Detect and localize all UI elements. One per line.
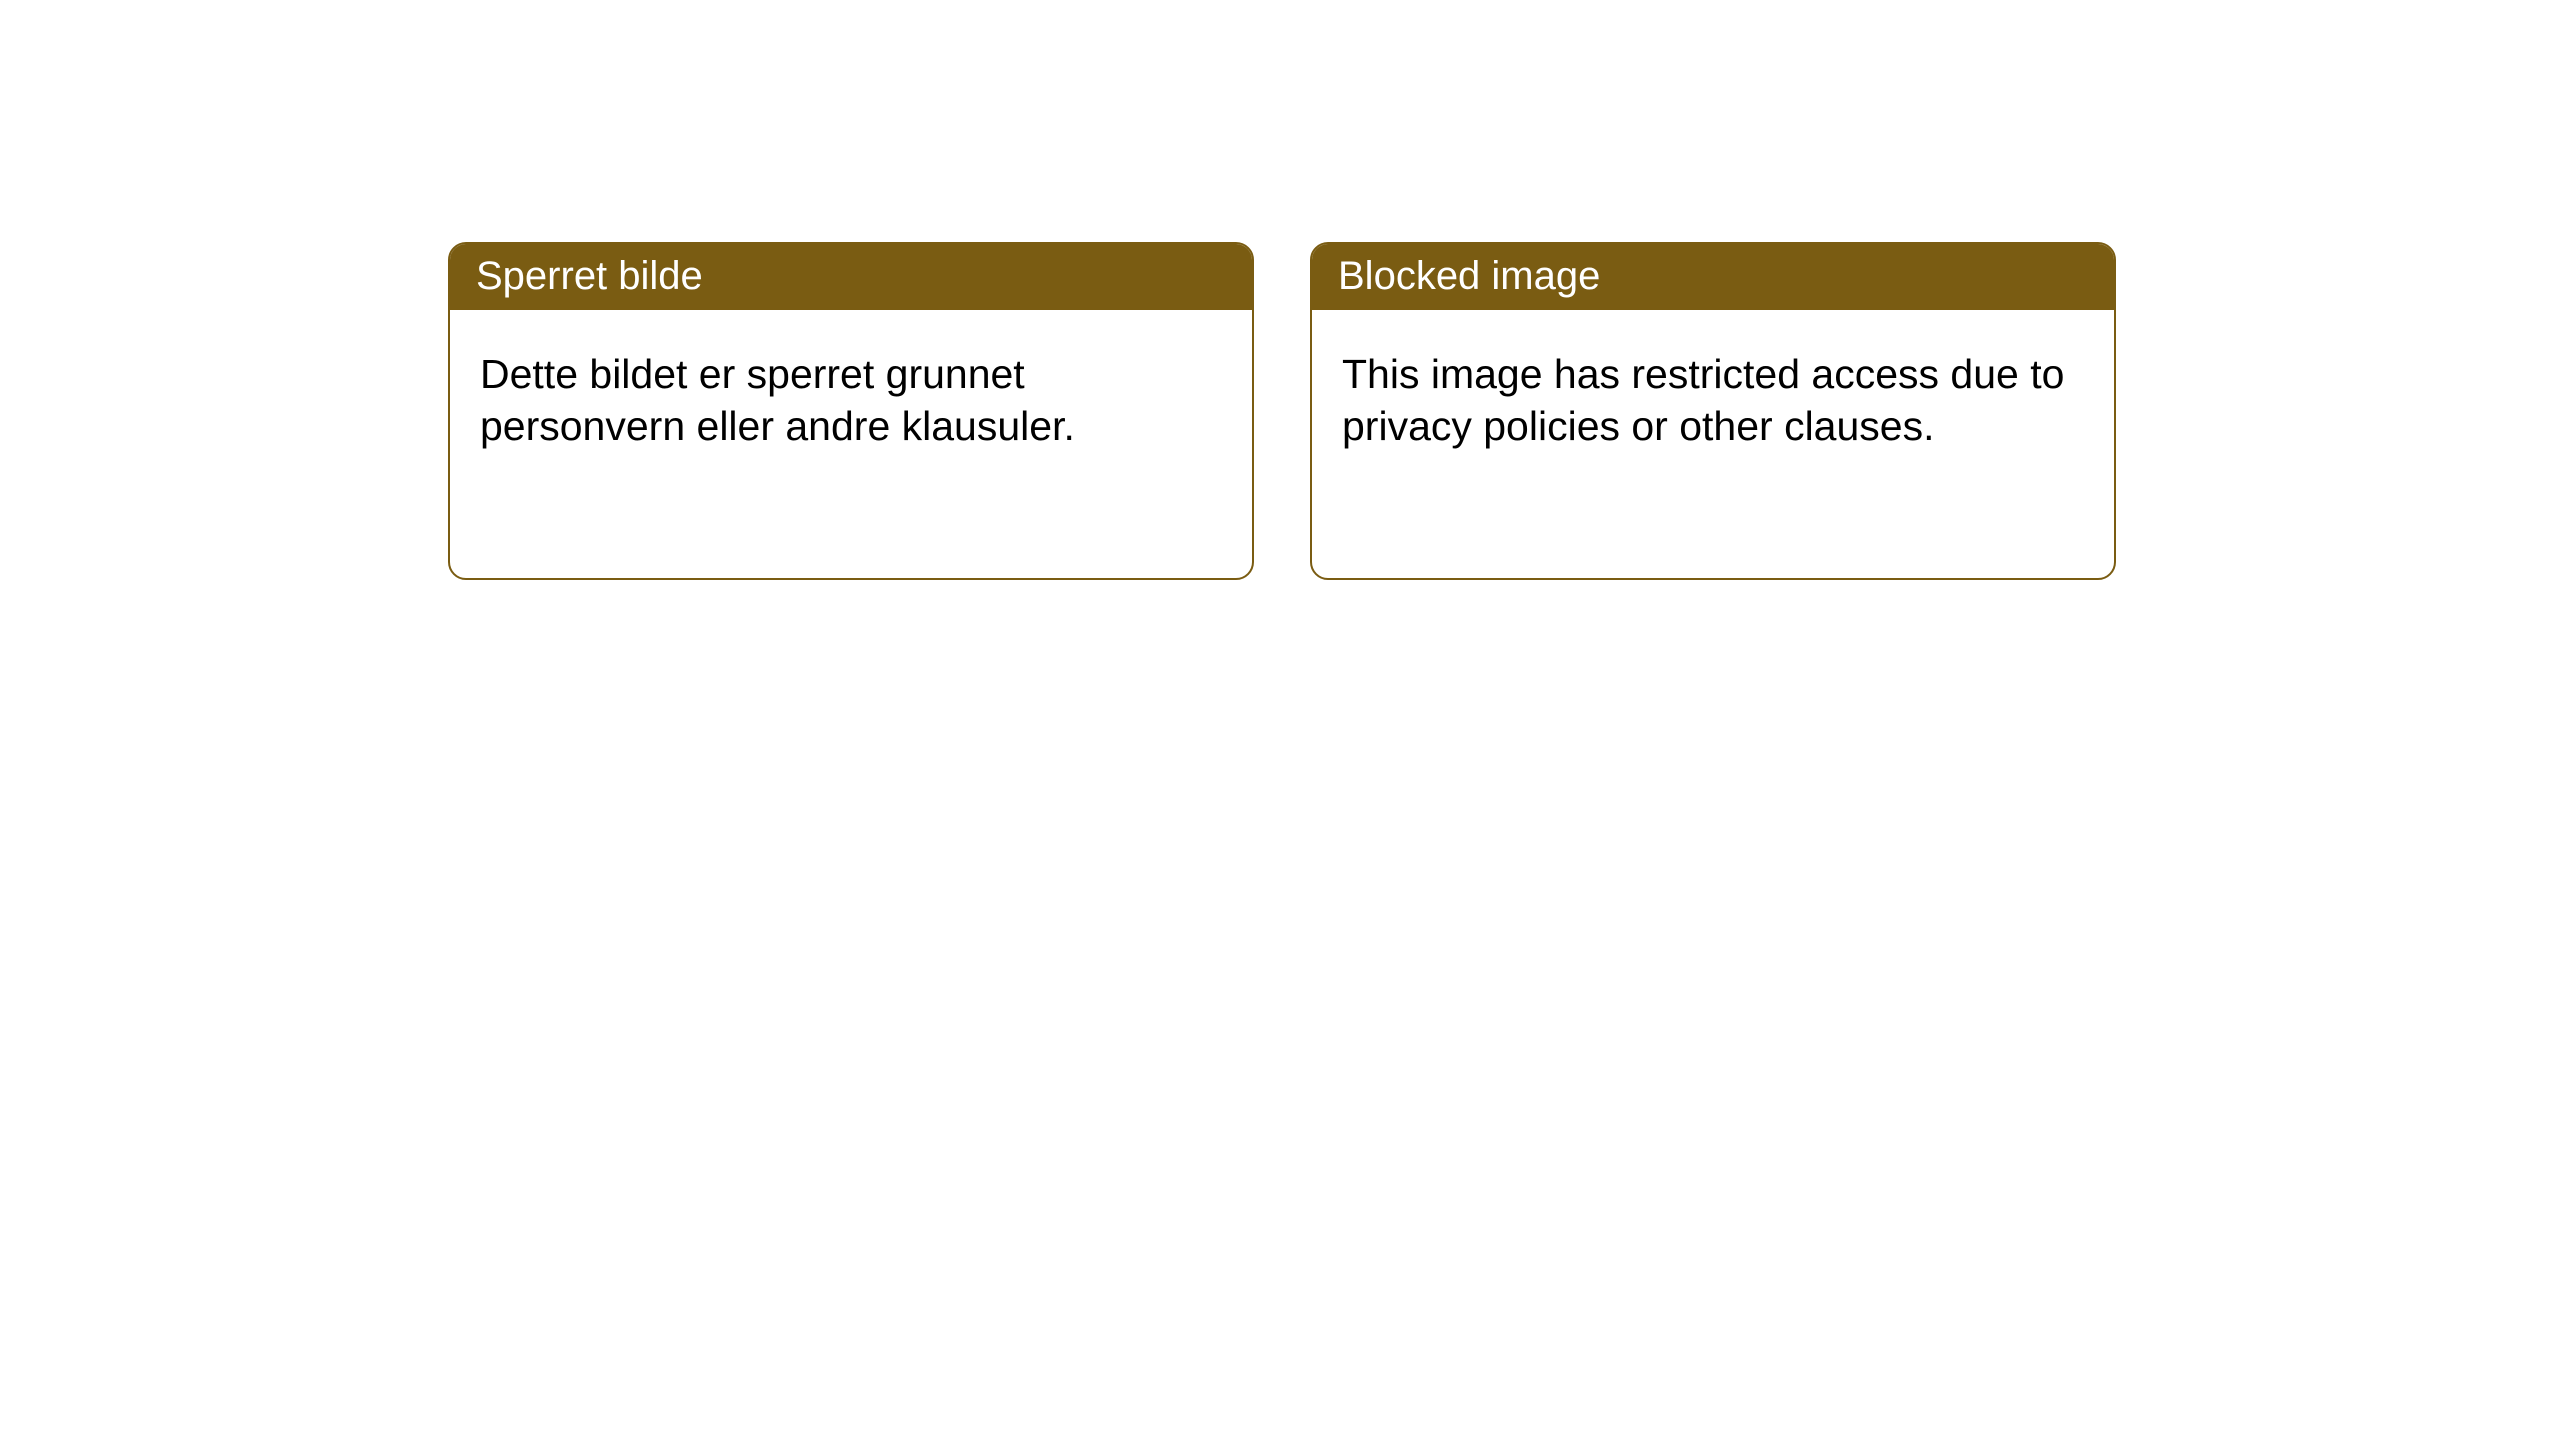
notice-container: Sperret bilde Dette bildet er sperret gr… xyxy=(0,0,2560,580)
card-title-english: Blocked image xyxy=(1338,254,1600,298)
card-message-norwegian: Dette bildet er sperret grunnet personve… xyxy=(480,351,1075,449)
card-title-norwegian: Sperret bilde xyxy=(476,254,703,298)
card-header-norwegian: Sperret bilde xyxy=(450,244,1252,310)
card-body-english: This image has restricted access due to … xyxy=(1312,310,2114,483)
card-message-english: This image has restricted access due to … xyxy=(1342,351,2064,449)
blocked-image-card-english: Blocked image This image has restricted … xyxy=(1310,242,2116,580)
card-body-norwegian: Dette bildet er sperret grunnet personve… xyxy=(450,310,1252,483)
blocked-image-card-norwegian: Sperret bilde Dette bildet er sperret gr… xyxy=(448,242,1254,580)
card-header-english: Blocked image xyxy=(1312,244,2114,310)
